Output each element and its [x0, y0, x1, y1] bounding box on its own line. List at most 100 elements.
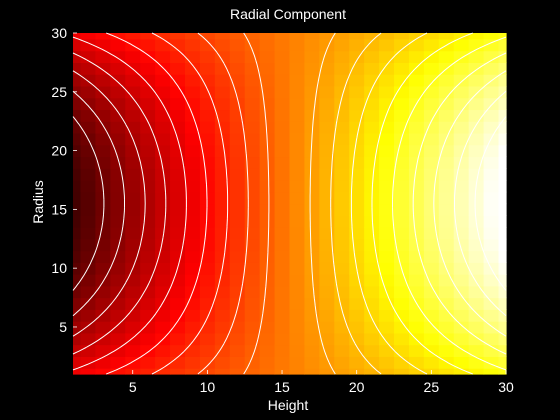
- heatmap-cell: [184, 38, 201, 52]
- x-tick-label: 10: [200, 379, 216, 395]
- heatmap-cell: [184, 62, 201, 75]
- heatmap-cell: [304, 332, 320, 346]
- heatmap-cell: [468, 144, 485, 158]
- heatmap-cell: [125, 50, 141, 63]
- heatmap-cell: [289, 297, 306, 310]
- heatmap-cell: [244, 97, 261, 111]
- heatmap-cell: [364, 38, 380, 52]
- heatmap-cell: [259, 309, 276, 322]
- heatmap-cell: [498, 250, 507, 263]
- heatmap-cell: [483, 109, 500, 122]
- heatmap-cell: [229, 144, 246, 158]
- heatmap-cell: [483, 297, 500, 310]
- heatmap-cell: [408, 109, 425, 122]
- heatmap-cell: [423, 215, 440, 228]
- heatmap-cell: [394, 33, 410, 40]
- heatmap-cell: [155, 356, 171, 369]
- heatmap-cell: [319, 332, 335, 346]
- heatmap-cell: [95, 297, 111, 310]
- heatmap-cell: [334, 285, 350, 299]
- heatmap-cell: [408, 50, 425, 63]
- heatmap-cell: [199, 203, 216, 216]
- heatmap-cell: [199, 215, 216, 228]
- heatmap-cell: [274, 132, 291, 146]
- heatmap-cell: [184, 227, 201, 240]
- heatmap-cell: [319, 168, 335, 181]
- heatmap-cell: [349, 85, 365, 99]
- heatmap-cell: [140, 121, 156, 134]
- heatmap-cell: [334, 121, 350, 134]
- heatmap-cell: [155, 168, 171, 181]
- heatmap-cell: [423, 121, 440, 134]
- heatmap-cell: [498, 274, 507, 287]
- heatmap-cell: [274, 62, 291, 75]
- heatmap-cell: [394, 344, 410, 357]
- contour-line: [151, 32, 229, 375]
- heatmap-cell: [289, 321, 306, 334]
- heatmap-cell: [244, 227, 261, 240]
- heatmap-cell: [184, 203, 201, 216]
- heatmap-cell: [334, 344, 350, 357]
- heatmap-cell: [483, 309, 500, 322]
- heatmap-cell: [349, 344, 365, 357]
- heatmap-cell: [453, 85, 470, 99]
- heatmap-cell: [289, 227, 306, 240]
- heatmap-cell: [423, 309, 440, 322]
- heatmap-cell: [423, 262, 440, 275]
- heatmap-cell: [244, 321, 261, 334]
- heatmap-cell: [423, 156, 440, 169]
- heatmap-cell: [483, 344, 500, 357]
- heatmap-cell: [468, 332, 485, 346]
- heatmap-cell: [289, 203, 306, 216]
- heatmap-cell: [259, 227, 276, 240]
- heatmap-cell: [229, 332, 246, 346]
- heatmap-cell: [110, 332, 126, 346]
- contour-line: [454, 90, 507, 317]
- heatmap-cell: [289, 250, 306, 263]
- heatmap-cell: [319, 132, 335, 146]
- heatmap-cell: [334, 227, 350, 240]
- heatmap-cell: [319, 262, 335, 275]
- heatmap-cell: [468, 344, 485, 357]
- heatmap-cell: [498, 344, 507, 357]
- heatmap-cell: [244, 191, 261, 205]
- heatmap-cell: [334, 33, 350, 40]
- heatmap-cell: [379, 38, 395, 52]
- heatmap-cell: [274, 74, 291, 87]
- heatmap-cell: [274, 38, 291, 52]
- heatmap-cell: [304, 85, 320, 99]
- heatmap-cell: [364, 33, 380, 40]
- heatmap-cell: [498, 109, 507, 122]
- heatmap-cell: [453, 215, 470, 228]
- heatmap-cell: [170, 309, 186, 322]
- heatmap-cell: [125, 321, 141, 334]
- heatmap-cell: [289, 274, 306, 287]
- heatmap-cell: [364, 132, 380, 146]
- heatmap-cell: [438, 191, 455, 205]
- heatmap-cell: [184, 132, 201, 146]
- heatmap-cell: [304, 144, 320, 158]
- contour-line: [412, 52, 507, 355]
- heatmap-cell: [199, 97, 216, 111]
- heatmap-cell: [170, 344, 186, 357]
- heatmap-cell: [125, 227, 141, 240]
- heatmap-cell: [408, 33, 425, 40]
- heatmap-cell: [289, 332, 306, 346]
- y-tick-label: 5: [59, 319, 67, 335]
- heatmap-cell: [304, 62, 320, 75]
- heatmap-cell: [110, 215, 126, 228]
- heatmap-cell: [364, 156, 380, 169]
- heatmap-cell: [95, 285, 111, 299]
- heatmap-cell: [125, 285, 141, 299]
- heatmap-cell: [334, 368, 350, 375]
- heatmap-cell: [229, 238, 246, 252]
- heatmap-cell: [125, 332, 141, 346]
- heatmap-cell: [229, 215, 246, 228]
- heatmap-cell: [394, 238, 410, 252]
- heatmap-cell: [349, 179, 365, 193]
- heatmap-cell: [199, 250, 216, 263]
- heatmap-cell: [423, 344, 440, 357]
- heatmap-cell: [80, 74, 96, 87]
- heatmap-cell: [125, 344, 141, 357]
- heatmap-cell: [498, 33, 507, 40]
